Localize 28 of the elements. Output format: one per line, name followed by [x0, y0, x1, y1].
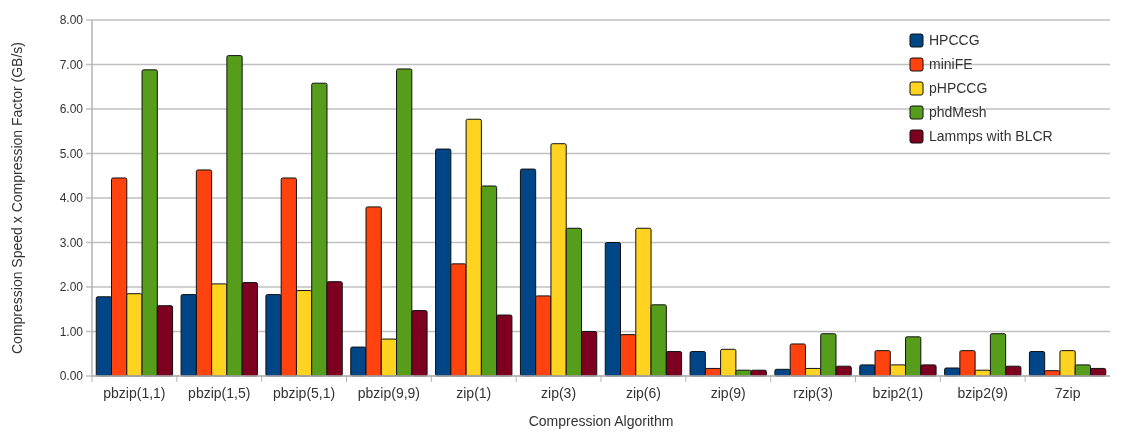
- y-tick-label: 2.00: [59, 280, 84, 295]
- y-tick-label: 3.00: [59, 235, 84, 250]
- x-tick-label: zip(6): [625, 385, 661, 401]
- x-tick-label: pbzip(1,1): [103, 385, 166, 401]
- x-tick-label: pbzip(9,9): [357, 385, 421, 401]
- x-tick-label: bzip2(1): [872, 385, 924, 401]
- legend-label: pHPCCG: [929, 79, 988, 96]
- x-tick-label: bzip2(9): [957, 385, 1009, 401]
- y-tick-label: 8.00: [59, 13, 84, 28]
- legend-label: HPCCG: [929, 31, 980, 48]
- y-axis-title: Compression Speed x Compression Factor (GB/s): [9, 42, 25, 354]
- x-tick-label: pbzip(5,1): [272, 385, 336, 401]
- x-tick-label: zip(1): [456, 385, 492, 401]
- x-axis-title: Compression Algorithm: [528, 413, 674, 429]
- y-tick-label: 6.00: [59, 102, 84, 117]
- y-tick-label: 4.00: [59, 191, 84, 206]
- x-tick-label: zip(3): [541, 385, 577, 401]
- y-tick-label: 7.00: [59, 57, 84, 72]
- legend-label: miniFE: [929, 55, 973, 72]
- legend-label: Lammps with BLCR: [929, 127, 1053, 144]
- x-tick-label: rzip(3): [793, 385, 833, 401]
- legend-label: phdMesh: [929, 103, 987, 120]
- x-tick-label: pbzip(1,5): [188, 385, 251, 401]
- x-tick-label: 7zip: [1054, 385, 1081, 401]
- x-tick-label: zip(9): [710, 385, 746, 401]
- y-tick-label: 0.00: [59, 369, 84, 384]
- y-tick-label: 1.00: [59, 324, 84, 339]
- y-tick-label: 5.00: [59, 146, 84, 161]
